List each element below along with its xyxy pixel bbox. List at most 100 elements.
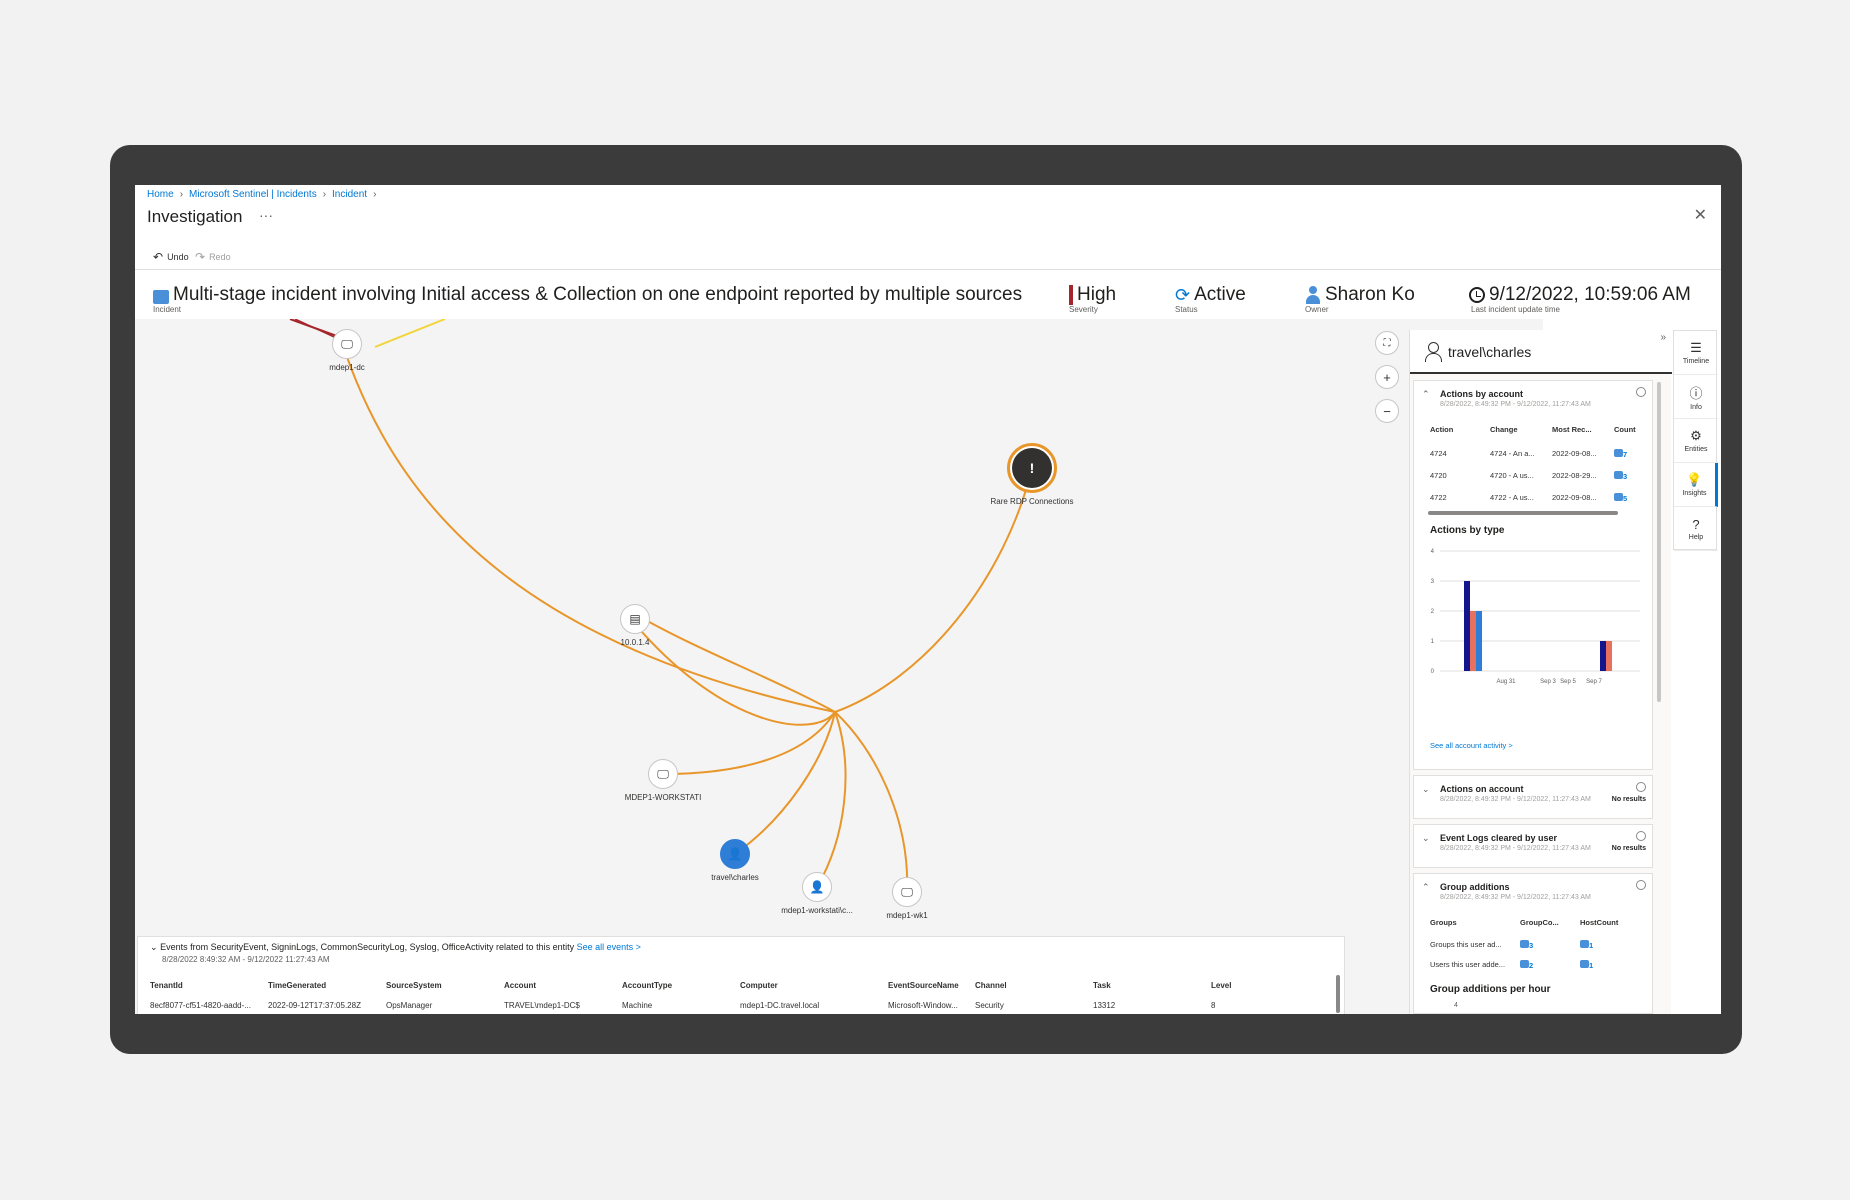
col-task[interactable]: Task: [1093, 981, 1111, 990]
close-button[interactable]: ✕: [1693, 207, 1707, 224]
table-row[interactable]: 4722 4722 - A us... 2022-09-08... 5: [1430, 493, 1654, 503]
host-node-workstation-label: MDEP1-WORKSTATI: [624, 793, 702, 802]
ip-node[interactable]: ▤: [620, 604, 650, 634]
chevron-down-icon[interactable]: ⌄: [1422, 833, 1430, 843]
col-tenantid[interactable]: TenantId: [150, 981, 183, 990]
more-options-button[interactable]: ···: [259, 207, 273, 223]
host-node-wk1[interactable]: 🖵: [892, 877, 922, 907]
table-row[interactable]: 4724 4724 - An a... 2022-09-08... 7: [1430, 449, 1654, 459]
cell-computer: mdep1-DC.travel.local: [740, 1001, 820, 1010]
cell-action: 4720: [1430, 471, 1447, 480]
updated-value: 9/12/2022, 10:59:06 AM: [1469, 284, 1691, 306]
ip-node-label: 10.0.1.4: [620, 638, 650, 647]
edge-wk1-hub: [834, 711, 909, 893]
col-action[interactable]: Action: [1430, 425, 1454, 434]
breadcrumb-incident[interactable]: Incident: [332, 189, 368, 200]
x-tick-label: Aug 31: [1496, 679, 1516, 685]
cell-count[interactable]: 7: [1614, 449, 1654, 459]
actions-on-account-result: No results: [1611, 796, 1646, 803]
chevron-up-icon[interactable]: ⌃: [1422, 882, 1430, 892]
cell-groupcount[interactable]: 3: [1520, 940, 1580, 950]
cell-change: 4720 - A us...: [1490, 471, 1534, 480]
table-row[interactable]: 4720 4720 - A us... 2022-08-29... 3: [1430, 471, 1654, 481]
cell-most-recent: 2022-08-29...: [1552, 471, 1597, 480]
cell-change: 4724 - An a...: [1490, 449, 1535, 458]
bar: [1464, 581, 1470, 671]
host-node-workstation[interactable]: 🖵: [648, 759, 678, 789]
zoom-out-button[interactable]: −: [1375, 399, 1399, 423]
info-icon[interactable]: [1636, 782, 1646, 792]
cell-level: 8: [1211, 1001, 1216, 1010]
cell-groupcount[interactable]: 2: [1520, 960, 1580, 970]
chevron-down-icon[interactable]: ⌄: [150, 942, 158, 952]
table-row[interactable]: Users this user adde... 2 1: [1430, 960, 1640, 970]
col-level[interactable]: Level: [1211, 981, 1232, 990]
table-h-scrollbar[interactable]: [1428, 511, 1618, 515]
col-change[interactable]: Change: [1490, 425, 1518, 434]
chevron-up-icon[interactable]: ⌃: [1422, 389, 1430, 399]
bar: [1600, 641, 1606, 671]
entity-header: travel\charles »: [1410, 330, 1672, 374]
redo-button[interactable]: ↷ Redo: [195, 250, 231, 264]
incident-title-text: Multi-stage incident involving Initial a…: [173, 284, 1023, 305]
zoom-in-button[interactable]: +: [1375, 365, 1399, 389]
fit-to-screen-button[interactable]: ⛶: [1375, 331, 1399, 355]
events-scrollbar[interactable]: [1336, 975, 1340, 1013]
count-value: 3: [1623, 472, 1628, 481]
tab-entities[interactable]: ⚙ Entities: [1674, 419, 1718, 463]
account-node-charles[interactable]: 👤: [720, 839, 750, 869]
see-all-account-activity-link[interactable]: See all account activity >: [1430, 741, 1513, 750]
cell-action: 4722: [1430, 493, 1447, 502]
table-row[interactable]: Groups this user ad... 3 1: [1430, 940, 1640, 950]
investigation-graph[interactable]: 🖵 mdep1-dc ! Rare RDP Connections ▤ 10.0…: [135, 319, 1543, 1014]
breadcrumb-incidents[interactable]: Microsoft Sentinel | Incidents: [189, 189, 317, 200]
col-groupcount[interactable]: GroupCo...: [1520, 918, 1559, 927]
col-count[interactable]: Count: [1614, 425, 1636, 434]
plus-icon: +: [1383, 369, 1391, 385]
cell-hostcount[interactable]: 1: [1580, 960, 1640, 970]
col-timegenerated[interactable]: TimeGenerated: [268, 981, 327, 990]
breadcrumb-home[interactable]: Home: [147, 189, 174, 200]
tab-timeline[interactable]: ☰ Timeline: [1674, 331, 1718, 375]
severity-value: High: [1069, 284, 1116, 306]
collapse-panel-icon[interactable]: »: [1660, 332, 1666, 343]
info-icon[interactable]: [1636, 831, 1646, 841]
group-additions-per-hour-title: Group additions per hour: [1430, 984, 1551, 995]
count-value: 2: [1529, 961, 1534, 970]
col-hostcount[interactable]: HostCount: [1580, 918, 1619, 927]
col-computer[interactable]: Computer: [740, 981, 778, 990]
col-eventsourcename[interactable]: EventSourceName: [888, 981, 959, 990]
severity-text: High: [1077, 284, 1117, 305]
col-sourcesystem[interactable]: SourceSystem: [386, 981, 442, 990]
tab-info[interactable]: ⓘ Info: [1674, 375, 1718, 419]
owner-value[interactable]: Sharon Ko: [1305, 284, 1415, 306]
cell-count[interactable]: 3: [1614, 471, 1654, 481]
graph-edges: [289, 319, 1033, 893]
cell-groups: Users this user adde...: [1430, 960, 1506, 969]
col-accounttype[interactable]: AccountType: [622, 981, 673, 990]
col-channel[interactable]: Channel: [975, 981, 1007, 990]
event-logs-cleared-title: Event Logs cleared by user: [1440, 833, 1558, 843]
tab-help[interactable]: ? Help: [1674, 507, 1718, 551]
side-panel-scrollbar[interactable]: [1657, 382, 1661, 702]
cell-hostcount[interactable]: 1: [1580, 940, 1640, 950]
x-tick-label: Sep 3: [1540, 679, 1556, 685]
info-icon[interactable]: [1636, 880, 1646, 890]
tab-insights[interactable]: 💡 Insights: [1674, 463, 1718, 507]
cell-count[interactable]: 5: [1614, 493, 1654, 503]
bar: [1476, 611, 1482, 671]
status-value[interactable]: ⟳ Active: [1175, 284, 1246, 306]
account-node-workstation[interactable]: 👤: [802, 872, 832, 902]
info-icon[interactable]: [1636, 387, 1646, 397]
see-all-events-link[interactable]: See all events >: [576, 942, 641, 952]
col-most-recent[interactable]: Most Rec...: [1552, 425, 1592, 434]
alert-node-rdp[interactable]: !: [1007, 443, 1057, 493]
undo-button[interactable]: ↶ Undo: [153, 250, 189, 264]
col-account[interactable]: Account: [504, 981, 536, 990]
col-groups[interactable]: Groups: [1430, 918, 1457, 927]
bar: [1470, 611, 1476, 671]
table-row[interactable]: 8ecf8077-cf51-4820-aadd-... 2022-09-12T1…: [150, 1001, 1271, 1010]
actions-by-account-card: ⌃ Actions by account 8/28/2022, 8:49:32 …: [1413, 380, 1653, 770]
chevron-down-icon[interactable]: ⌄: [1422, 784, 1430, 794]
host-node-dc[interactable]: 🖵: [332, 329, 362, 359]
